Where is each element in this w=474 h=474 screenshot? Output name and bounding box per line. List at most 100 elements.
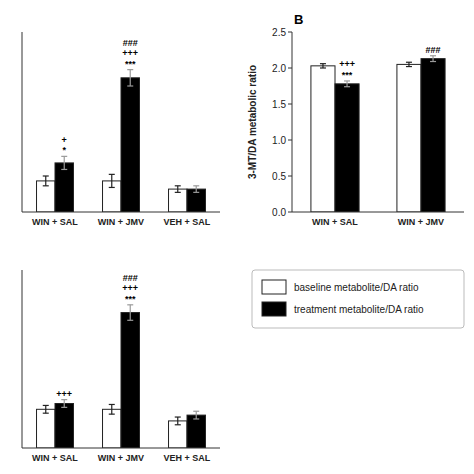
- y-tick-label: 0.5: [272, 171, 286, 182]
- error-cap: [43, 405, 49, 406]
- error-line: [196, 411, 197, 419]
- error-bar: [320, 64, 326, 68]
- error-bar: [430, 56, 436, 62]
- error-line: [432, 56, 433, 62]
- error-line: [130, 305, 131, 320]
- error-cap: [127, 69, 133, 70]
- error-bar: [127, 70, 133, 86]
- x-axis: [292, 212, 464, 213]
- panel: +++***+++###WIN + SALWIN + JMVVEH + SAL: [22, 270, 220, 463]
- error-cap: [344, 86, 350, 87]
- bar: [103, 409, 121, 448]
- y-tick-label: 1.5: [272, 99, 286, 110]
- error-cap: [127, 320, 133, 321]
- error-cap: [109, 174, 115, 175]
- y-tick-label: 0.0: [272, 207, 286, 218]
- annotation: ***: [125, 294, 136, 304]
- marks: [37, 70, 206, 212]
- error-bar: [406, 62, 412, 66]
- error-bar: [193, 411, 199, 419]
- bar: [187, 189, 205, 212]
- error-cap: [430, 55, 436, 56]
- error-bar: [43, 405, 49, 413]
- error-line: [130, 70, 131, 86]
- y-tick-label: 1.0: [272, 135, 286, 146]
- legend-label: baseline metabolite/DA ratio: [294, 282, 419, 293]
- legend: baseline metabolite/DA ratio treatment me…: [252, 270, 464, 328]
- y-tick: [288, 140, 292, 141]
- annotation: *: [62, 145, 66, 155]
- bar: [169, 189, 187, 212]
- bar: [421, 59, 445, 212]
- error-bar: [43, 176, 49, 186]
- error-bar: [175, 186, 181, 193]
- error-cap: [43, 175, 49, 176]
- error-cap: [61, 399, 67, 400]
- error-line: [322, 64, 323, 68]
- error-line: [64, 400, 65, 408]
- error-cap: [193, 192, 199, 193]
- annotation: ###: [123, 38, 138, 48]
- error-bar: [193, 186, 199, 193]
- y-tick: [288, 32, 292, 33]
- y-axis: [22, 32, 23, 212]
- error-cap: [61, 169, 67, 170]
- error-bar: [61, 156, 67, 169]
- y-tick-label: 2.5: [272, 27, 286, 38]
- panel: 0.00.51.01.52.02.5***+++###WIN + SALWIN …: [247, 12, 464, 227]
- error-cap: [430, 61, 436, 62]
- error-bar: [175, 417, 181, 425]
- y-tick-label: 2.0: [272, 63, 286, 74]
- error-cap: [320, 63, 326, 64]
- bar: [37, 181, 55, 212]
- error-cap: [193, 418, 199, 419]
- x-tick-label: WIN + SAL: [32, 453, 78, 463]
- annotation: ###: [123, 273, 138, 283]
- legend-frame: [252, 270, 464, 328]
- bar: [187, 415, 205, 448]
- error-cap: [193, 411, 199, 412]
- marks: [37, 305, 206, 448]
- error-cap: [61, 407, 67, 408]
- panel-title: B: [294, 12, 303, 27]
- bar: [121, 78, 139, 212]
- annotation: +++: [122, 283, 138, 293]
- error-cap: [127, 85, 133, 86]
- error-cap: [175, 192, 181, 193]
- bar: [55, 404, 73, 449]
- error-cap: [109, 414, 115, 415]
- x-tick-label: VEH + SAL: [164, 453, 211, 463]
- y-axis-label: 3-MT/DA metabolic ratio: [247, 65, 258, 179]
- y-tick: [288, 104, 292, 105]
- bar: [335, 84, 359, 212]
- error-cap: [406, 62, 412, 63]
- error-cap: [320, 67, 326, 68]
- legend-swatch: [262, 302, 286, 316]
- error-line: [177, 186, 178, 193]
- error-cap: [175, 416, 181, 417]
- x-tick-label: WIN + JMV: [398, 217, 444, 227]
- x-axis: [22, 448, 220, 449]
- x-tick-label: WIN + SAL: [312, 217, 358, 227]
- bar: [121, 313, 139, 448]
- bar: [169, 421, 187, 448]
- marks: [311, 56, 445, 212]
- error-cap: [175, 185, 181, 186]
- y-tick: [288, 68, 292, 69]
- panel: *+***+++###WIN + SALWIN + JMVVEH + SAL: [22, 32, 220, 227]
- bar: [397, 64, 421, 212]
- error-bar: [109, 174, 115, 187]
- error-cap: [193, 185, 199, 186]
- error-cap: [43, 413, 49, 414]
- error-cap: [127, 304, 133, 305]
- bar: [311, 66, 335, 212]
- bar: [37, 409, 55, 448]
- legend-label: treatment metabolite/DA ratio: [294, 304, 424, 315]
- x-axis: [22, 212, 220, 213]
- bar: [55, 163, 73, 212]
- annotation: +++: [56, 389, 72, 399]
- y-axis: [22, 270, 23, 448]
- error-line: [45, 176, 46, 186]
- error-line: [111, 404, 112, 414]
- y-tick: [288, 212, 292, 213]
